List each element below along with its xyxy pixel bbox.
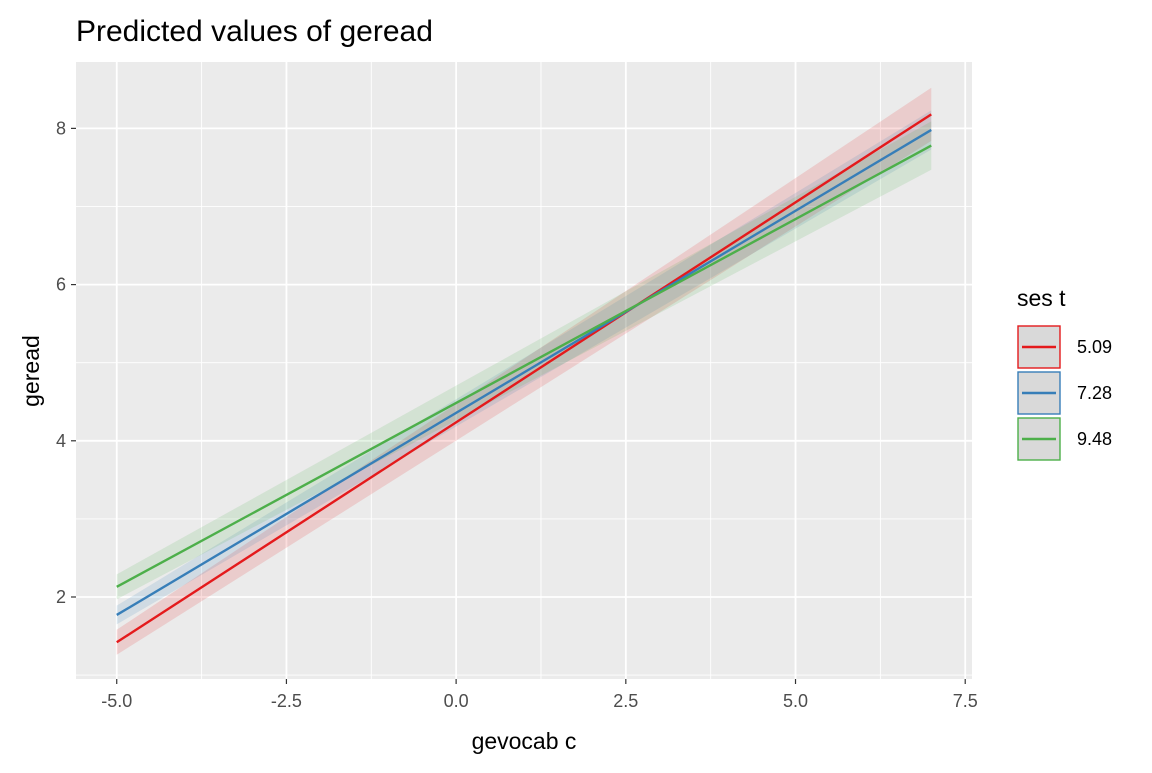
y-axis-title: geread [18, 335, 44, 407]
y-axis-ticks: 2 4 6 8 [56, 118, 76, 607]
x-tick-label: -5.0 [101, 691, 132, 711]
series-line-1 [116, 113, 932, 644]
y-tick-label: 2 [56, 587, 66, 607]
series-line-3 [116, 144, 932, 588]
x-tick-label: 7.5 [953, 691, 978, 711]
y-tick-label: 8 [56, 118, 66, 138]
x-axis-title: gevocab c [472, 728, 577, 754]
x-tick-label: -2.5 [271, 691, 302, 711]
series-lines [116, 113, 932, 644]
y-tick-label: 4 [56, 431, 66, 451]
confidence-band-3 [116, 121, 932, 600]
x-tick-label: 5.0 [783, 691, 808, 711]
grid-minor [76, 62, 972, 679]
x-tick-label: 0.0 [444, 691, 469, 711]
legend-label-1: 5.09 [1077, 337, 1112, 357]
legend: ses t 5.09 7.28 9.48 [1017, 285, 1112, 461]
legend-title: ses t [1017, 285, 1066, 311]
x-tick-label: 2.5 [613, 691, 638, 711]
chart-title: Predicted values of geread [76, 15, 433, 48]
legend-label-2: 7.28 [1077, 383, 1112, 403]
series-line-2 [116, 128, 932, 616]
y-tick-label: 6 [56, 275, 66, 295]
legend-label-3: 9.48 [1077, 429, 1112, 449]
panel-background [76, 62, 972, 679]
x-axis-ticks: -5.0 -2.5 0.0 2.5 5.0 7.5 [101, 679, 978, 711]
grid-major [76, 62, 972, 679]
